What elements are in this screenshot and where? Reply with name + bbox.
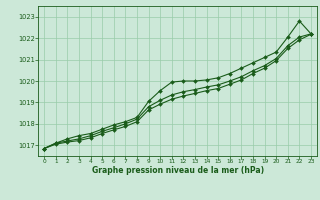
X-axis label: Graphe pression niveau de la mer (hPa): Graphe pression niveau de la mer (hPa): [92, 166, 264, 175]
